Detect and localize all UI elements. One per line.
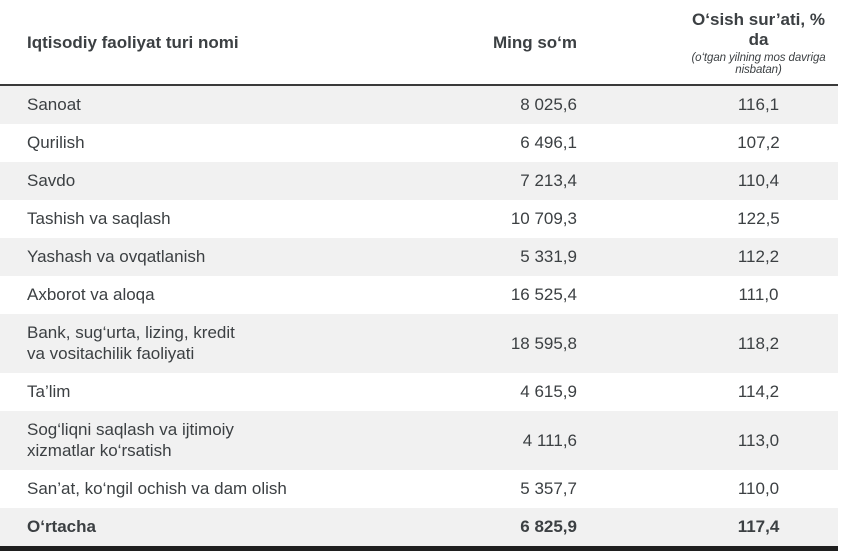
table-row: Axborot va aloqa 16 525,4 111,0 (0, 276, 838, 314)
amount-value: 4 615,9 (520, 382, 577, 401)
table-row-average: O‘rtacha 6 825,9 117,4 (0, 508, 838, 549)
table-row: Sanoat 8 025,6 116,1 (0, 85, 838, 124)
header-row: Iqtisodiy faoliyat turi nomi Ming so‘m O… (0, 0, 838, 86)
growth-value: 114,2 (737, 382, 780, 401)
column-header-growth: O‘sish sur’ati, % da (o‘tgan yilning mos… (632, 0, 838, 86)
amount-value: 6 496,1 (520, 133, 577, 152)
growth-value: 118,2 (632, 314, 838, 373)
table-row: Savdo 7 213,4 110,4 (0, 162, 838, 200)
amount-value-average: 6 825,9 (425, 508, 632, 549)
activity-name: Bank, sug‘urta, lizing, kredit va vosita… (0, 314, 425, 373)
growth-value: 116,1 (632, 85, 838, 124)
column-header-activity-name: Iqtisodiy faoliyat turi nomi (0, 0, 425, 86)
growth-value-average: 117,4 (632, 508, 838, 549)
table-row: Bank, sug‘urta, lizing, kredit va vosita… (0, 314, 838, 373)
activity-name: Tashish va saqlash (27, 209, 171, 228)
growth-value: 113,0 (632, 411, 838, 470)
table-row: Qurilish 6 496,1 107,2 (0, 124, 838, 162)
table-body: Sanoat 8 025,6 116,1 Qurilish 6 496,1 10… (0, 85, 838, 549)
column-header-growth-title: O‘sish sur’ati, % da (692, 10, 825, 49)
growth-value: 111,0 (738, 285, 779, 304)
activity-name: San’at, ko‘ngil ochish va dam olish (27, 479, 287, 498)
growth-value: 110,0 (737, 479, 780, 498)
table-row: Yashash va ovqatlanish 5 331,9 112,2 (0, 238, 838, 276)
amount-value: 5 357,7 (520, 479, 577, 498)
amount-value: 16 525,4 (510, 285, 577, 304)
amount-value: 7 213,4 (425, 162, 632, 200)
growth-value: 107,2 (737, 133, 780, 152)
amount-value: 18 595,8 (425, 314, 632, 373)
amount-value: 4 111,6 (425, 411, 632, 470)
activity-name: Sanoat (0, 85, 425, 124)
table-row: Tashish va saqlash 10 709,3 122,5 (0, 200, 838, 238)
amount-value: 10 709,3 (510, 209, 577, 228)
activity-name: Qurilish (27, 133, 85, 152)
amount-value: 8 025,6 (425, 85, 632, 124)
growth-value: 110,4 (632, 162, 838, 200)
table-row: Ta’lim 4 615,9 114,2 (0, 373, 838, 411)
table-row: San’at, ko‘ngil ochish va dam olish 5 35… (0, 470, 838, 508)
table-row: Sog‘liqni saqlash va ijtimoiy xizmatlar … (0, 411, 838, 470)
table-header: Iqtisodiy faoliyat turi nomi Ming so‘m O… (0, 0, 838, 86)
activity-name: Axborot va aloqa (27, 285, 155, 304)
activity-name-average: O‘rtacha (0, 508, 425, 549)
activity-name: Savdo (0, 162, 425, 200)
growth-value: 122,5 (737, 209, 780, 228)
amount-value: 5 331,9 (425, 238, 632, 276)
activity-name: Yashash va ovqatlanish (0, 238, 425, 276)
activity-name: Sog‘liqni saqlash va ijtimoiy xizmatlar … (0, 411, 425, 470)
column-header-growth-note: (o‘tgan yilning mos davriga nisbatan) (691, 52, 826, 76)
column-header-amount: Ming so‘m (425, 0, 632, 86)
activity-name: Ta’lim (27, 382, 71, 401)
growth-value: 112,2 (632, 238, 838, 276)
